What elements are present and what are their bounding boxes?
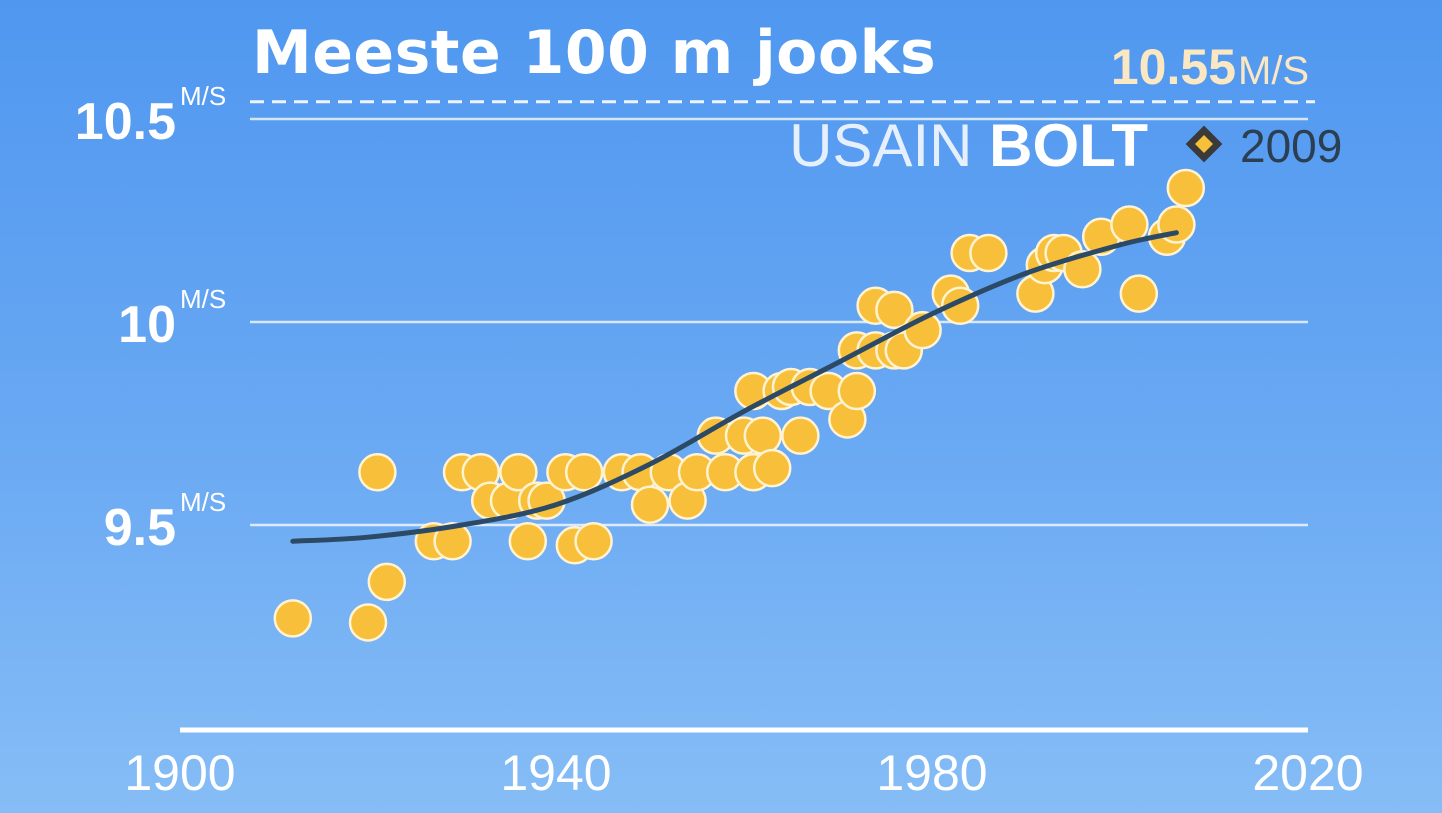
- record-unit: M/S: [1238, 49, 1309, 93]
- data-point: [564, 452, 604, 492]
- record-athlete: USAIN BOLT: [789, 112, 1148, 179]
- data-point: [630, 485, 670, 524]
- data-point: [508, 521, 548, 561]
- y-tick-label: 10.5: [75, 93, 176, 151]
- data-point: [1166, 168, 1206, 208]
- record-year: 2009: [1240, 120, 1342, 172]
- record-athlete-first: USAIN: [789, 112, 989, 179]
- x-axis: 1900 1940 1980 2020: [124, 727, 1364, 801]
- y-axis: 9.5 M/S10 M/S10.5 M/S: [75, 81, 226, 557]
- data-point: [1119, 274, 1159, 313]
- y-tick-unit: M/S: [180, 487, 226, 517]
- data-point: [367, 562, 407, 602]
- record-annotation: 10.55 M/S USAIN BOLT 2009: [789, 39, 1342, 179]
- y-tick-unit: M/S: [180, 81, 226, 111]
- record-value: 10.55: [1111, 39, 1236, 95]
- data-point: [574, 521, 613, 561]
- data-point: [358, 452, 397, 492]
- y-tick-unit: M/S: [180, 284, 226, 314]
- x-tick-label: 2020: [1252, 745, 1363, 801]
- y-tick-label: 10: [118, 296, 176, 354]
- data-point: [273, 599, 313, 638]
- data-point: [433, 521, 472, 561]
- trend-line: [290, 230, 1179, 544]
- data-point: [781, 416, 820, 455]
- data-point: [348, 603, 388, 642]
- x-tick-label: 1900: [124, 745, 235, 801]
- trend-group: [290, 230, 1179, 544]
- x-tick-label: 1940: [500, 745, 611, 801]
- data-points: [273, 168, 1206, 642]
- chart-title: Meeste 100 m jooks: [252, 18, 937, 88]
- data-point: [875, 290, 914, 330]
- record-diamond-fill: [1195, 135, 1213, 153]
- x-tick-label: 1980: [876, 745, 987, 801]
- data-point: [969, 233, 1008, 273]
- data-point: [837, 371, 877, 411]
- data-point: [499, 452, 538, 492]
- y-tick-label: 9.5: [104, 499, 176, 557]
- record-athlete-last: BOLT: [989, 112, 1148, 179]
- data-point: [752, 448, 792, 488]
- data-point: [743, 416, 783, 455]
